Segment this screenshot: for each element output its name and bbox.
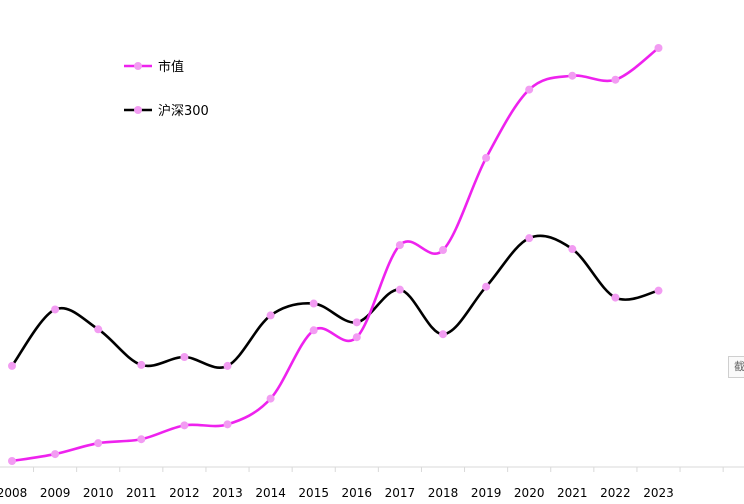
x-tick-label: 2010 <box>83 486 114 500</box>
data-point-market-value <box>395 241 404 250</box>
x-tick-label: 2016 <box>342 486 373 500</box>
x-tick-label: 2008 <box>0 486 27 500</box>
x-axis: 2008 2009 2010 2011 2012 2013 2014 2015 2016 2017… <box>0 466 744 500</box>
data-point-market-value <box>482 153 491 162</box>
data-point-csi300 <box>51 305 60 314</box>
data-point-market-value <box>568 71 577 80</box>
x-tick-label: 2021 <box>557 486 588 500</box>
data-point-csi300 <box>223 361 232 370</box>
x-tick-label: 2017 <box>385 486 416 500</box>
data-point-market-value <box>223 420 232 429</box>
data-point-csi300 <box>180 353 189 362</box>
data-point-market-value <box>51 450 60 459</box>
data-point-csi300 <box>568 245 577 254</box>
data-point-csi300 <box>266 311 275 320</box>
data-point-market-value <box>654 44 663 52</box>
data-point-csi300 <box>352 318 361 327</box>
data-point-market-value <box>137 435 146 444</box>
x-tick-label: 2011 <box>126 486 157 500</box>
data-point-market-value <box>266 394 275 403</box>
data-point-csi300 <box>94 325 103 334</box>
data-point-market-value <box>180 421 189 430</box>
x-tick-label: 2015 <box>298 486 329 500</box>
x-tick-label: 2012 <box>169 486 200 500</box>
x-tick-label: 2019 <box>471 486 502 500</box>
legend-marker-csi300 <box>134 106 142 114</box>
x-tick-label: 2009 <box>40 486 71 500</box>
x-tick-label: 2014 <box>255 486 286 500</box>
data-point-market-value <box>439 246 447 255</box>
x-tick-label: 2013 <box>212 486 243 500</box>
series-line-csi300 <box>10 234 660 369</box>
x-tick-label: 2018 <box>428 486 459 500</box>
series-line-market-value <box>10 46 660 463</box>
legend-label-csi300: 沪深300 <box>158 103 209 119</box>
data-point-csi300 <box>611 293 620 302</box>
data-point-market-value <box>352 333 361 342</box>
side-screenshot-tab[interactable]: 截 <box>728 356 744 378</box>
data-point-market-value <box>94 439 103 448</box>
data-point-csi300 <box>654 286 663 295</box>
x-tick-label: 2023 <box>643 486 674 500</box>
x-tick-label: 2022 <box>600 486 631 500</box>
data-point-csi300 <box>439 330 447 339</box>
x-tick-label: 2020 <box>514 486 545 500</box>
data-point-market-value <box>309 326 318 335</box>
data-point-market-value <box>611 75 620 84</box>
data-point-market-value <box>525 85 534 94</box>
data-point-csi300 <box>8 361 16 370</box>
legend-marker-market-value <box>134 62 142 70</box>
series-layer <box>8 44 663 465</box>
legend-label-market-value: 市值 <box>158 59 184 75</box>
data-point-market-value <box>8 457 16 465</box>
data-point-csi300 <box>309 299 318 308</box>
data-point-csi300 <box>482 282 491 291</box>
data-point-csi300 <box>525 234 534 243</box>
data-point-csi300 <box>395 285 404 294</box>
data-point-csi300 <box>137 360 146 369</box>
